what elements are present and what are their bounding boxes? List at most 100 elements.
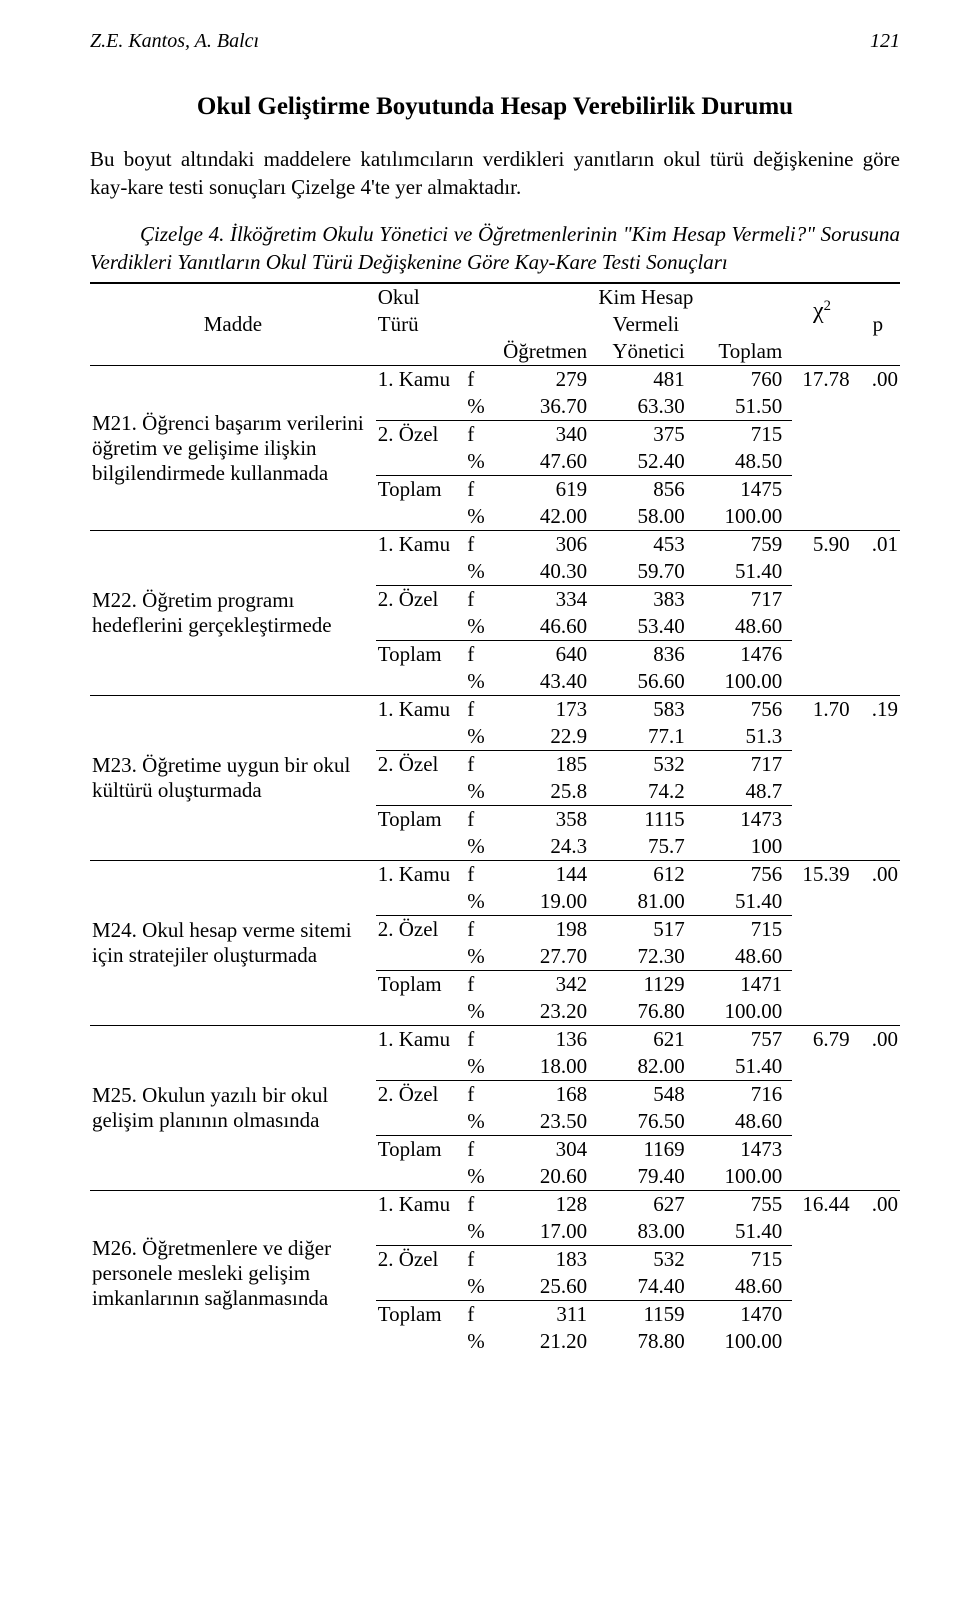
- value-cell: 185: [500, 751, 598, 779]
- value-cell: 759: [695, 531, 793, 559]
- okul-cell: 2. Özel: [376, 1246, 466, 1274]
- fp-cell: f: [465, 861, 499, 889]
- value-cell: 532: [597, 1246, 695, 1274]
- value-cell: 75.7: [597, 833, 695, 861]
- value-cell: 48.60: [695, 943, 793, 971]
- fp-cell: f: [465, 806, 499, 834]
- value-cell: 1169: [597, 1136, 695, 1164]
- madde-cell: M21. Öğrenci başarım verilerini öğretim …: [90, 366, 376, 531]
- okul-cell: 1. Kamu: [376, 531, 466, 559]
- value-cell: 756: [695, 861, 793, 889]
- value-cell: 48.60: [695, 1108, 793, 1136]
- fp-cell: %: [465, 613, 499, 641]
- value-cell: 1471: [695, 971, 793, 999]
- fp-cell: f: [465, 916, 499, 944]
- value-cell: 856: [597, 476, 695, 504]
- madde-cell: M22. Öğretim programı hedeflerini gerçek…: [90, 531, 376, 696]
- fp-cell: %: [465, 778, 499, 806]
- value-cell: 51.40: [695, 1218, 793, 1246]
- value-cell: 136: [500, 1026, 598, 1054]
- value-cell: 453: [597, 531, 695, 559]
- fp-cell: f: [465, 1301, 499, 1329]
- value-cell: 78.80: [597, 1328, 695, 1355]
- chi2-cell: 16.44: [792, 1191, 855, 1356]
- chi2-cell: 6.79: [792, 1026, 855, 1191]
- value-cell: 481: [597, 366, 695, 394]
- value-cell: 304: [500, 1136, 598, 1164]
- value-cell: 198: [500, 916, 598, 944]
- okul-cell: Toplam: [376, 806, 466, 834]
- value-cell: 81.00: [597, 888, 695, 916]
- value-cell: 619: [500, 476, 598, 504]
- fp-cell: f: [465, 641, 499, 669]
- value-cell: 612: [597, 861, 695, 889]
- section-title: Okul Geliştirme Boyutunda Hesap Verebili…: [90, 93, 900, 121]
- okul-cell: 1. Kamu: [376, 1026, 466, 1054]
- fp-cell: %: [465, 1053, 499, 1081]
- fp-cell: f: [465, 1081, 499, 1109]
- value-cell: 74.40: [597, 1273, 695, 1301]
- okul-cell: 2. Özel: [376, 586, 466, 614]
- value-cell: 25.60: [500, 1273, 598, 1301]
- fp-cell: %: [465, 1273, 499, 1301]
- value-cell: 375: [597, 421, 695, 449]
- value-cell: 23.50: [500, 1108, 598, 1136]
- madde-cell: M25. Okulun yazılı bir okul gelişim plan…: [90, 1026, 376, 1191]
- value-cell: 100.00: [695, 668, 793, 696]
- value-cell: 48.60: [695, 1273, 793, 1301]
- fp-cell: %: [465, 833, 499, 861]
- madde-cell: M23. Öğretime uygun bir okul kültürü olu…: [90, 696, 376, 861]
- hdr-okul-1: Okul: [376, 283, 466, 311]
- okul-cell: 1. Kamu: [376, 366, 466, 394]
- madde-cell: M26. Öğretmenlere ve diğer personele mes…: [90, 1191, 376, 1356]
- okul-cell: [376, 1163, 466, 1191]
- fp-cell: %: [465, 1163, 499, 1191]
- okul-cell: [376, 1053, 466, 1081]
- value-cell: 715: [695, 916, 793, 944]
- fp-cell: f: [465, 1191, 499, 1219]
- value-cell: 1476: [695, 641, 793, 669]
- value-cell: 52.40: [597, 448, 695, 476]
- value-cell: 51.40: [695, 1053, 793, 1081]
- hdr-madde: Madde: [90, 283, 376, 338]
- value-cell: 48.60: [695, 613, 793, 641]
- hdr-p: p: [856, 283, 900, 338]
- hdr-okul-2: Türü: [376, 311, 466, 338]
- okul-cell: [376, 998, 466, 1026]
- hdr-sub-yonetici: Yönetici: [597, 338, 695, 366]
- okul-cell: [376, 833, 466, 861]
- value-cell: 517: [597, 916, 695, 944]
- hdr-sub-ogretmen: Öğretmen: [500, 338, 598, 366]
- value-cell: 76.80: [597, 998, 695, 1026]
- okul-cell: [376, 1218, 466, 1246]
- value-cell: 23.20: [500, 998, 598, 1026]
- okul-cell: [376, 1273, 466, 1301]
- fp-cell: f: [465, 1136, 499, 1164]
- hdr-chi2: χ2: [792, 283, 855, 338]
- value-cell: 621: [597, 1026, 695, 1054]
- okul-cell: [376, 448, 466, 476]
- hdr-kim-1: Kim Hesap: [500, 283, 793, 311]
- value-cell: 48.7: [695, 778, 793, 806]
- chi2-cell: 5.90: [792, 531, 855, 696]
- value-cell: 18.00: [500, 1053, 598, 1081]
- fp-cell: %: [465, 668, 499, 696]
- fp-cell: %: [465, 943, 499, 971]
- fp-cell: %: [465, 1218, 499, 1246]
- fp-cell: %: [465, 393, 499, 421]
- table-caption: Çizelge 4. İlköğretim Okulu Yönetici ve …: [90, 220, 900, 277]
- madde-cell: M24. Okul hesap verme sitemi için strate…: [90, 861, 376, 1026]
- value-cell: 46.60: [500, 613, 598, 641]
- value-cell: 21.20: [500, 1328, 598, 1355]
- p-cell: .00: [856, 861, 900, 1026]
- value-cell: 100.00: [695, 1163, 793, 1191]
- value-cell: 36.70: [500, 393, 598, 421]
- hdr-kim-2: Vermeli: [500, 311, 793, 338]
- fp-cell: f: [465, 531, 499, 559]
- value-cell: 144: [500, 861, 598, 889]
- value-cell: 279: [500, 366, 598, 394]
- value-cell: 100: [695, 833, 793, 861]
- okul-cell: [376, 503, 466, 531]
- okul-cell: [376, 943, 466, 971]
- value-cell: 76.50: [597, 1108, 695, 1136]
